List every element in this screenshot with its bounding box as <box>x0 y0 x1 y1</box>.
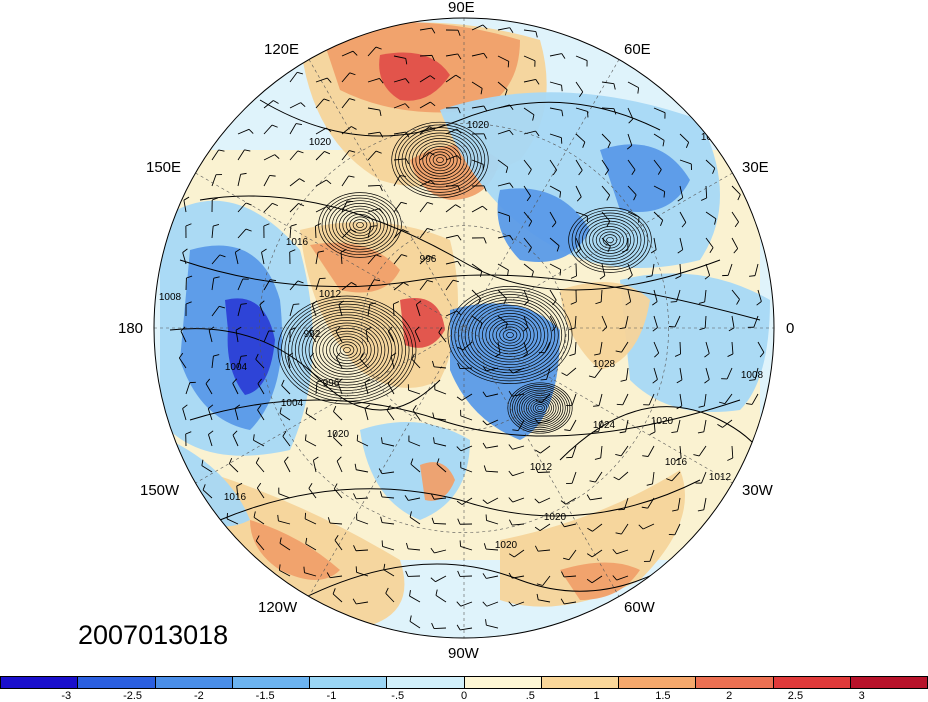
lon-label-120w: 120W <box>258 599 298 616</box>
lon-label-150w: 150W <box>140 482 180 499</box>
lon-label-90w: 90W <box>448 645 479 662</box>
isobar-label: 1012 <box>530 462 553 473</box>
isobar-label: 1024 <box>593 420 616 431</box>
isobar-label: 996 <box>323 378 340 389</box>
lat-lon-grid <box>154 18 774 638</box>
colorbar-tick-label: 0 <box>460 690 468 702</box>
colorbar-swatch <box>155 677 233 688</box>
map-boundary <box>153 17 775 639</box>
colorbar-tick-label: .5 <box>525 690 535 702</box>
isobar-label: 1016 <box>665 457 688 468</box>
lon-label-0: 0 <box>786 320 795 337</box>
colorbar-tick-label: -3 <box>61 690 72 702</box>
lon-label-90e: 90E <box>448 0 475 16</box>
isobar-label: 1020 <box>309 137 332 148</box>
isobar-label: 1016 <box>224 492 247 503</box>
colorbar-swatch <box>541 677 619 688</box>
colorbar-tick-label: -2 <box>193 690 204 702</box>
isobar-label: 996 <box>420 254 437 265</box>
lon-label-180: 180 <box>118 320 144 337</box>
pressure-contours <box>169 99 771 601</box>
colorbar-swatch <box>78 677 156 688</box>
colorbar-swatch <box>696 677 774 688</box>
colorbar-tick-label: -.5 <box>391 690 405 702</box>
colorbar-tick-label: -1 <box>326 690 337 702</box>
lon-label-60e: 60E <box>624 41 651 58</box>
colorbar-swatch <box>310 677 388 688</box>
isobar-label: 1008 <box>701 132 724 143</box>
colorbar-swatch <box>619 677 697 688</box>
wind-barbs <box>178 24 765 631</box>
isobar-label: 992 <box>304 329 321 340</box>
colorbar-tick-label: 3 <box>858 690 865 702</box>
isobar-label: 1020 <box>544 512 567 523</box>
lon-label-30w: 30W <box>742 482 773 499</box>
lon-label-120e: 120E <box>264 41 300 58</box>
isobar-label: 1020 <box>495 540 518 551</box>
colorbar-swatch <box>1 677 79 688</box>
colorbar-swatch <box>850 677 927 688</box>
colorbar-tick-label: 2.5 <box>787 690 804 702</box>
isobar-label: 1028 <box>593 359 616 370</box>
isobar-label: 1008 <box>741 370 764 381</box>
isobar-label: 1012 <box>319 289 342 300</box>
isobar-label: 1020 <box>327 429 350 440</box>
lon-label-60w: 60W <box>624 599 655 616</box>
lon-label-150e: 150E <box>146 159 182 176</box>
colorbar-tick-label: 1.5 <box>655 690 671 702</box>
colorbar-swatch <box>232 677 310 688</box>
lon-label-30e: 30E <box>742 159 769 176</box>
colorbar-swatch <box>464 677 542 688</box>
colorbar-tick-label: -1.5 <box>255 690 275 702</box>
colorbar-tick-label: 1 <box>593 690 600 702</box>
colorbar-tick-label: 2 <box>726 690 733 702</box>
isobar-label: 1016 <box>286 237 309 248</box>
isobar-label: 1012 <box>709 472 732 483</box>
isobar-label: 1004 <box>281 398 304 409</box>
colorbar-tick-label: -2.5 <box>123 690 143 702</box>
colorbar-swatch <box>773 677 851 688</box>
isobar-label: 1004 <box>225 362 248 373</box>
isobar-label: 1020 <box>651 416 674 427</box>
isobar-label: 1020 <box>467 120 490 131</box>
isobar-label: 1008 <box>159 292 182 303</box>
colorbar <box>0 676 928 689</box>
colorbar-swatch <box>387 677 465 688</box>
timestamp-label: 2007013018 <box>78 620 229 650</box>
